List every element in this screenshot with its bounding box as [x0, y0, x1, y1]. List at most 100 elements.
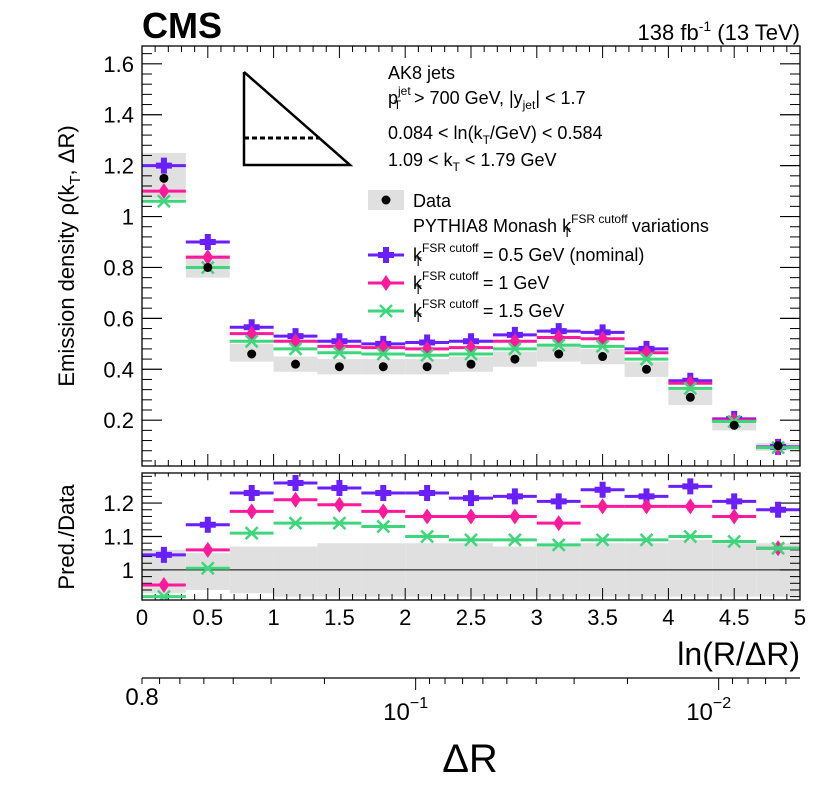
ratio-series [142, 475, 800, 600]
data-point [685, 392, 695, 402]
main-series-2-marker [639, 352, 654, 366]
ratio-series-1-marker [290, 491, 302, 508]
data-point [510, 354, 520, 364]
ratio-series-2-marker [683, 529, 698, 544]
ratio-x-tick-label: 2.5 [456, 605, 487, 630]
ratio-series-2-marker [595, 532, 610, 547]
main-series-2-marker [157, 194, 171, 209]
data-point [378, 362, 388, 372]
main-series-2-marker [420, 348, 434, 363]
legend-header: PYTHIA8 Monash kFSR cutoff T variations [413, 212, 709, 240]
ratio-x-tick-label: 3 [531, 605, 543, 630]
main-series-2-marker [551, 338, 566, 352]
main-y-tick-label: 1.6 [103, 52, 134, 77]
jets-label: AK8 jets [388, 63, 455, 83]
legend-data-marker [381, 195, 391, 205]
lumi-exponent: -1 [699, 18, 712, 34]
ratio-series-1-marker [465, 508, 477, 525]
data-point [334, 362, 344, 372]
ratio-x-tick-label: 1 [267, 605, 279, 630]
delta-r-tick-label: 10−2 [686, 695, 731, 726]
ratio-series-2-marker [376, 519, 391, 534]
ratio-series-1-marker [246, 503, 258, 520]
ratio-series-0-marker [375, 485, 392, 502]
ratio-series-2-marker [200, 561, 215, 576]
data-point [159, 173, 169, 183]
data-point [554, 349, 564, 359]
main-x-ticks [141, 46, 801, 466]
ratio-panel: 1 1.1 1.2 0 0.5 1 1.5 2 2.5 3 3.5 4 4.5 5 [103, 472, 806, 630]
ratio-series-2-marker [244, 526, 259, 541]
legend-kt15-marker [368, 304, 404, 318]
delta-r-tick-label: 10−1 [383, 695, 428, 726]
main-y-tick-label: 1 [122, 205, 134, 230]
main-frame [141, 45, 801, 467]
legend-kt1-marker [368, 275, 404, 291]
ratio-band-bin [185, 553, 230, 590]
legend-kt1-label: kFSR cutoff T = 1 GeV [413, 269, 549, 297]
legend: Data PYTHIA8 Monash kFSR cutoff T variati… [368, 190, 709, 325]
ratio-series-0-marker [243, 485, 260, 502]
ratio-series-1-marker [333, 496, 345, 513]
ratio-x-tick-label: 1.5 [324, 605, 355, 630]
main-series-2-marker [595, 339, 610, 354]
main-series-2-marker [683, 381, 698, 396]
main-y-tick-label: 0.8 [103, 255, 134, 280]
main-series-0-marker [155, 157, 172, 174]
ratio-series-1-marker [377, 503, 389, 520]
ratio-series-1-marker [421, 508, 433, 525]
ratio-band-bin [536, 546, 581, 597]
pt-cut-label: pjet T > 700 GeV, |yjet| < 1.7 [388, 84, 586, 112]
data-point [729, 420, 739, 430]
ratio-band-bin [492, 546, 537, 597]
delta-r-start-label: 0.8 [125, 684, 158, 711]
legend-nominal-label: kFSR cutoff T = 0.5 GeV (nominal) [413, 241, 644, 269]
ratio-series-2-marker [639, 532, 654, 547]
main-series [142, 157, 800, 456]
ratio-series-0-marker [331, 480, 348, 497]
ratio-series-2-marker [771, 541, 785, 556]
main-y-axis-title: Emission density ρ(kT, ΔR) [54, 125, 84, 386]
ratio-x-tick-label: 2 [399, 605, 411, 630]
main-y-tick-label: 1.2 [103, 154, 134, 179]
x-axis-title: ln(R/ΔR) [677, 636, 800, 672]
ratio-series-2-marker [464, 532, 478, 547]
data-point [598, 352, 608, 362]
main-series-1-marker [202, 249, 214, 266]
lumi-value: 138 fb [638, 20, 699, 45]
ratio-x-tick-label: 0.5 [193, 605, 224, 630]
ratio-series-0-marker [682, 478, 699, 495]
ratio-series-2-marker [332, 516, 347, 531]
ratio-series-1-marker [640, 498, 652, 515]
ratio-x-tick-label: 4 [662, 605, 674, 630]
ratio-series-0-marker [287, 475, 304, 492]
ratio-series-1-marker [597, 498, 609, 515]
legend-marker-shape [380, 275, 392, 291]
ratio-series-1-marker [509, 508, 521, 525]
ratio-series-0-marker [506, 488, 523, 505]
data-point [247, 349, 257, 359]
data-point [466, 359, 476, 369]
legend-marker-shape [379, 304, 393, 318]
ratio-series-2-marker [508, 532, 522, 547]
legend-nominal-marker [368, 247, 404, 263]
ratio-series-2-marker [727, 534, 742, 549]
ratio-series-0-marker [638, 488, 655, 505]
main-series-0-marker [199, 234, 216, 250]
ratio-series-1-marker [553, 515, 565, 532]
ratio-y-tick-label: 1.2 [103, 491, 134, 516]
data-points [159, 173, 783, 451]
ratio-series-2-marker [157, 589, 171, 600]
main-panel: 0.2 0.4 0.6 0.8 1 1.2 1.4 1.6 [103, 45, 801, 467]
ratio-x-tick-label: 0 [136, 605, 148, 630]
legend-kt15-label: kFSR cutoff T = 1.5 GeV [413, 297, 564, 325]
ratio-series-2-marker [420, 529, 434, 544]
cut-annotations: AK8 jets pjet T > 700 GeV, |yjet| < 1.7 0… [388, 63, 602, 174]
lumi-label: 138 fb-1 (13 TeV) [638, 18, 800, 45]
kt-cut-label: 1.09 < kT < 1.79 GeV [388, 150, 556, 174]
main-series-2-marker [332, 345, 347, 360]
ratio-series-0-marker [199, 516, 216, 533]
ratio-series-1-marker [158, 576, 170, 593]
data-point [773, 441, 783, 451]
